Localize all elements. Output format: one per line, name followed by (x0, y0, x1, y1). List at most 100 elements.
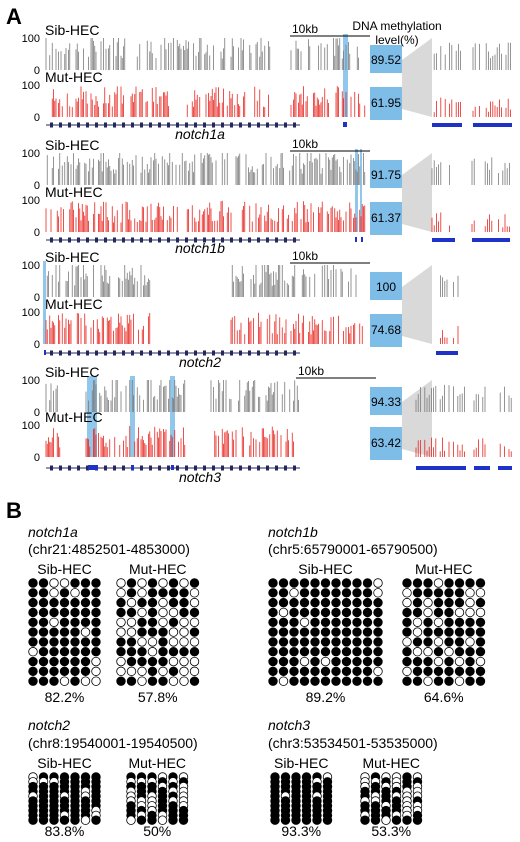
zoom-wedge (402, 265, 432, 344)
sib-cpg-circle (362, 578, 373, 588)
sib-cpg-circle (59, 676, 70, 686)
gene-exon (68, 122, 71, 128)
sib-cpg-circle (320, 578, 331, 588)
gene-exon (194, 350, 197, 356)
gene-exon (59, 122, 62, 128)
mut-cpg-circle (412, 666, 423, 677)
mut-cpg-circle (465, 666, 475, 677)
sib-cpg-circle (352, 676, 362, 686)
gene-exon (86, 122, 89, 128)
sib-cpg-circle (70, 676, 80, 686)
gene-exon (212, 237, 215, 243)
mut-cpg-circle (402, 656, 412, 667)
mut-cpg-circle (475, 637, 486, 647)
mut-cpg-circle (116, 617, 126, 627)
mut-cpg-circle (147, 627, 158, 637)
mut-cpg-circle (168, 578, 179, 588)
mut-value-box (370, 427, 402, 460)
mut-cpg-circle (147, 637, 158, 647)
mut-cpg-circle (402, 676, 412, 686)
sib-cpg-circle (341, 656, 352, 667)
mut-cpg-circle (433, 597, 444, 608)
sib-track-label: Sib-HEC (45, 137, 99, 153)
mut-cpg-circle (465, 617, 475, 627)
mut-cpg-circle (189, 647, 200, 657)
sib-cpg-circle (49, 666, 59, 677)
block-sib-label: Sib-HEC (37, 755, 91, 771)
mut-cpg-circle (444, 666, 454, 677)
sib-cpg-circle (38, 656, 49, 667)
block-gene-name: notch2 (28, 717, 70, 733)
mut-cpg-circle (423, 647, 433, 657)
sib-cpg-circle (38, 676, 49, 686)
mut-cpg-circle (147, 588, 158, 598)
sib-cpg-circle (268, 656, 278, 667)
mut-cpg-circle (444, 588, 454, 598)
gene-exon (104, 350, 107, 356)
sib-cpg-circle (80, 676, 91, 686)
sib-cpg-circle (299, 578, 310, 588)
gene-name: notch1a (175, 126, 225, 142)
sib-cpg-circle (373, 627, 383, 637)
sib-cpg-circle (289, 676, 299, 686)
gene-exon (194, 465, 197, 471)
mut-cpg-circle (454, 656, 465, 667)
mut-cpg-circle (137, 607, 147, 618)
sib-cpg-circle (278, 588, 289, 598)
sib-cpg-circle (331, 627, 341, 637)
scale-bar-label: 10kb (298, 364, 324, 378)
mut-cpg-circle (126, 676, 137, 686)
sib-cpg-circle (278, 656, 289, 667)
sib-cpg-circle (70, 617, 80, 627)
gene-exon (122, 122, 125, 128)
gene-exon (140, 465, 143, 471)
gene-exon (212, 122, 215, 128)
sib-cpg-circle (80, 627, 91, 637)
sib-cpg-circle (268, 607, 278, 618)
panel-b: B notch1a(chr21:4852501-4853000) Sib-HEC M… (6, 498, 486, 839)
block-sib-label: Sib-HEC (37, 561, 91, 577)
gene-exon (248, 465, 251, 471)
sib-cpg-circle (312, 815, 322, 825)
zoom-wedge (402, 38, 432, 117)
mut-cpg-circle (116, 647, 126, 657)
sib-cpg-circle (80, 637, 91, 647)
block-mut-percent: 64.6% (424, 689, 464, 705)
gene-exon (239, 350, 242, 356)
mut-ytick-max: 100 (22, 307, 40, 319)
gene-exon (230, 122, 233, 128)
gene-exon (266, 122, 269, 128)
block-mut-percent: 50% (143, 823, 171, 839)
sib-cpg-circle (49, 676, 59, 686)
mut-cpg-circle (126, 617, 137, 627)
sib-cpg-circle (28, 656, 38, 667)
sib-cpg-circle (59, 597, 70, 608)
sib-cpg-circle (268, 647, 278, 657)
mut-cpg-circle (126, 627, 137, 637)
sib-cpg-circle (28, 617, 38, 627)
gene-exon (167, 350, 170, 356)
gene-exon (131, 350, 134, 356)
mut-cpg-circle (147, 815, 157, 825)
sib-cpg-circle (289, 656, 299, 667)
sib-cpg-circle (331, 578, 341, 588)
mut-cpg-circle (381, 815, 391, 825)
sib-cpg-circle (341, 627, 352, 637)
mut-cpg-circle (433, 647, 444, 657)
gene-exon (185, 465, 188, 471)
block-mut-percent: 57.8% (138, 689, 178, 705)
mut-cpg-circle (433, 666, 444, 677)
sib-cpg-circle (362, 647, 373, 657)
mut-cpg-circle (179, 627, 189, 637)
mut-cpg-circle (444, 647, 454, 657)
mut-cpg-circle (189, 637, 200, 647)
sib-cpg-circle (289, 607, 299, 618)
gene-exon (176, 122, 179, 128)
sib-cpg-circle (320, 637, 331, 647)
sib-cpg-circle (310, 597, 320, 608)
sib-cpg-circle (70, 578, 80, 588)
gene-exon (122, 350, 125, 356)
mut-cpg-circle (157, 815, 168, 825)
sib-cpg-circle (352, 637, 362, 647)
block-notch3: notch3 (chr3:53534501-53535000) Sib-HEC Mut… (268, 717, 438, 839)
